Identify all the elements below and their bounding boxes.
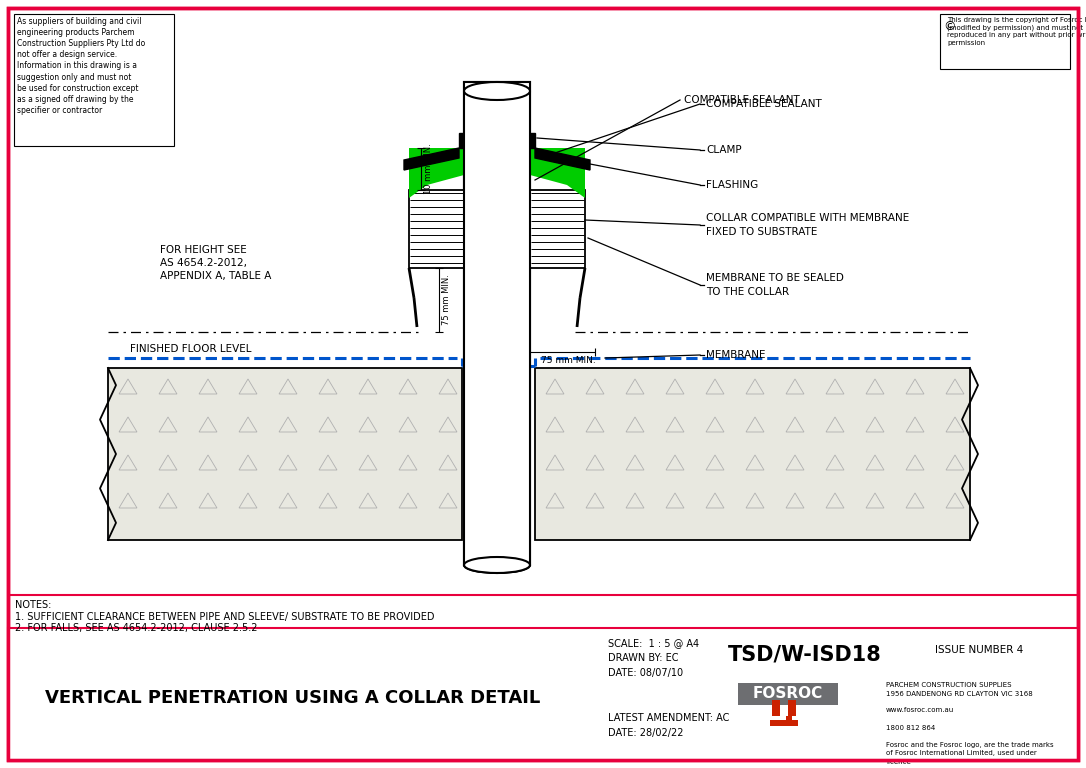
Ellipse shape [464,557,530,573]
Bar [940,14,1070,69]
Polygon shape [409,148,464,198]
Text: FLASHING: FLASHING [706,180,758,190]
Ellipse shape [464,82,530,100]
Text: 10 mm MIN.: 10 mm MIN. [424,144,433,194]
Polygon shape [772,700,780,716]
Text: COMPATIBLE SEALANT: COMPATIBLE SEALANT [684,95,799,105]
Text: As suppliers of building and civil
engineering products Parchem
Construction Sup: As suppliers of building and civil engin… [17,17,146,114]
Polygon shape [770,716,798,726]
Text: SCALE:  1 : 5 @ A4: SCALE: 1 : 5 @ A4 [608,638,699,648]
Polygon shape [535,148,590,170]
Bar [8,628,1078,760]
Ellipse shape [464,83,530,101]
Text: DATE: 28/02/22: DATE: 28/02/22 [608,728,683,738]
Text: COMPATIBLE SEALANT: COMPATIBLE SEALANT [706,99,822,109]
Bar [464,82,530,565]
Text: DATE: 08/07/10: DATE: 08/07/10 [608,668,683,678]
Bar [108,368,462,540]
Polygon shape [404,148,459,170]
Text: CLAMP: CLAMP [706,145,742,155]
Text: VERTICAL PENETRATION USING A COLLAR DETAIL: VERTICAL PENETRATION USING A COLLAR DETA… [45,689,540,707]
Text: TSD/W-ISD18: TSD/W-ISD18 [728,645,882,665]
Text: ©: © [943,20,956,33]
Text: ISSUE NUMBER 4: ISSUE NUMBER 4 [935,645,1023,655]
Text: FOR HEIGHT SEE
AS 4654.2-2012,
APPENDIX A, TABLE A: FOR HEIGHT SEE AS 4654.2-2012, APPENDIX … [160,245,272,281]
Bar [738,683,838,705]
Text: 75 mm MIN.: 75 mm MIN. [442,275,451,326]
Text: DRAWN BY: EC: DRAWN BY: EC [608,653,679,663]
Polygon shape [530,148,585,198]
Text: LATEST AMENDMENT: AC: LATEST AMENDMENT: AC [608,713,730,723]
Text: NOTES:
1. SUFFICIENT CLEARANCE BETWEEN PIPE AND SLEEVE/ SUBSTRATE TO BE PROVIDED: NOTES: 1. SUFFICIENT CLEARANCE BETWEEN P… [15,600,434,633]
Text: FINISHED FLOOR LEVEL: FINISHED FLOOR LEVEL [130,344,252,354]
Bar [14,14,174,146]
Text: PARCHEM CONSTRUCTION SUPPLIES
1956 DANDENONG RD CLAYTON VIC 3168

www.fosroc.com: PARCHEM CONSTRUCTION SUPPLIES 1956 DANDE… [886,682,1053,764]
Text: This drawing is the copyright of Fosroc Ltd
(modified by permission) and must no: This drawing is the copyright of Fosroc … [947,17,1086,46]
Bar [464,82,530,565]
Text: FOSROC: FOSROC [753,687,823,701]
Polygon shape [788,700,796,716]
Bar [409,190,464,268]
Text: MEMBRANE TO BE SEALED
TO THE COLLAR: MEMBRANE TO BE SEALED TO THE COLLAR [706,273,844,296]
Bar [535,368,970,540]
Text: MEMBRANE: MEMBRANE [706,350,766,360]
Ellipse shape [464,557,530,573]
Text: COLLAR COMPATIBLE WITH MEMBRANE
FIXED TO SUBSTRATE: COLLAR COMPATIBLE WITH MEMBRANE FIXED TO… [706,214,909,237]
Bar [530,190,585,268]
Bar [459,133,535,148]
Text: 75 mm MIN.: 75 mm MIN. [541,356,596,365]
